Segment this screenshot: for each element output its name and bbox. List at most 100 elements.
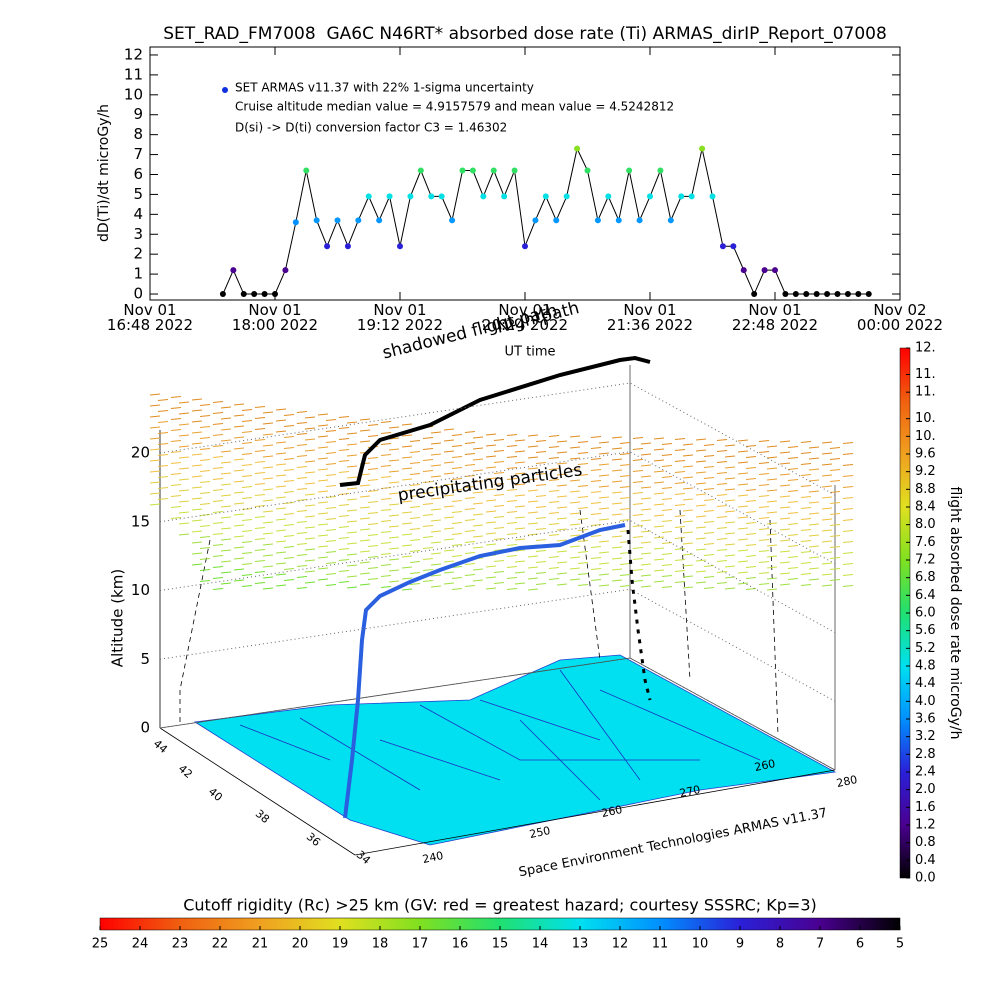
particle-dash (241, 541, 253, 543)
particle-dash (191, 398, 203, 401)
y-tick-label: 7 (133, 145, 143, 163)
particle-dash (800, 584, 812, 586)
particle-dash (178, 434, 190, 437)
particle-dash (451, 445, 463, 447)
particle-dash (640, 464, 652, 467)
particle-dash (716, 516, 728, 518)
particle-dash (590, 557, 602, 559)
particle-dash (380, 443, 392, 445)
particle-dash (275, 474, 287, 477)
point (324, 243, 331, 250)
particle-dash (170, 506, 182, 508)
particle-dash (556, 528, 568, 531)
point (240, 291, 247, 298)
particle-dash (199, 404, 211, 406)
particle-dash (464, 530, 476, 532)
particle-dash (199, 459, 211, 461)
particle-dash (199, 503, 211, 505)
particle-dash (409, 572, 421, 574)
particle-dash (220, 505, 232, 508)
particle-dash (296, 532, 308, 534)
particle-dash (653, 558, 665, 561)
particle-dash (296, 521, 308, 523)
lat-tick-label: 36 (304, 830, 323, 849)
particle-dash (590, 436, 602, 438)
particle-dash (199, 481, 211, 483)
colorbar-tick-label: 4.4 (915, 676, 936, 691)
particle-dash (745, 533, 757, 535)
particle-dash (422, 437, 434, 439)
particle-dash (632, 536, 644, 538)
particle-dash (674, 471, 686, 473)
particle-dash (380, 509, 392, 511)
particle-dash (199, 448, 211, 450)
particle-dash (472, 480, 484, 483)
point (657, 167, 664, 174)
particle-dash (296, 510, 308, 512)
particle-dash (325, 485, 337, 487)
particle-dash (661, 520, 673, 522)
particle-dash (829, 557, 841, 559)
particle-dash (535, 550, 547, 552)
particle-dash (262, 565, 274, 568)
lat-axis (159, 727, 356, 856)
particle-dash (409, 440, 421, 442)
particle-dash (325, 430, 337, 432)
particle-dash (535, 440, 547, 442)
particle-dash (779, 550, 791, 553)
particle-dash (514, 571, 526, 574)
particle-dash (577, 540, 589, 542)
particle-dash (262, 587, 274, 590)
particle-dash (758, 462, 770, 464)
particle-dash (275, 507, 287, 510)
particle-dash (632, 514, 644, 516)
colorbar-2-tick-label: 15 (492, 937, 509, 952)
point (407, 193, 414, 200)
particle-dash (800, 529, 812, 531)
particle-dash (191, 409, 203, 412)
particle-dash (283, 425, 295, 427)
colorbar-tick-label: 8.4 (915, 500, 936, 515)
particle-dash (703, 521, 715, 523)
particle-dash (212, 577, 224, 579)
y-tick-label: 4 (133, 205, 143, 223)
particle-dash (653, 481, 665, 484)
particle-dash (682, 542, 694, 545)
particle-dash (464, 519, 476, 521)
particle-dash (325, 463, 337, 465)
particle-dash (724, 477, 736, 480)
z-axis-label: Altitude (km) (109, 569, 127, 667)
particle-dash (401, 423, 413, 426)
particle-dash (745, 478, 757, 480)
particle-dash (430, 508, 442, 511)
particle-dash (703, 543, 715, 545)
particle-dash (493, 560, 505, 562)
particle-dash (233, 502, 245, 505)
particle-dash (149, 470, 161, 473)
particle-dash (556, 572, 568, 575)
particle-dash (464, 541, 476, 543)
particle-dash (283, 546, 295, 548)
particle-dash (695, 570, 707, 573)
particle-dash (443, 549, 455, 552)
particle-dash (233, 491, 245, 494)
particle-dash (212, 533, 224, 535)
line (222, 147, 869, 296)
particle-dash (367, 523, 379, 525)
particle-dash (233, 469, 245, 472)
particle-dash (338, 449, 350, 451)
colorbar-2-tick-label: 18 (372, 937, 389, 952)
particle-dash (254, 505, 266, 507)
particle-dash (380, 553, 392, 555)
particle-dash (149, 448, 161, 451)
point (584, 167, 591, 174)
particle-dash (745, 511, 757, 513)
legend-label: SET ARMAS v11.37 with 22% 1-sigma uncert… (235, 81, 534, 95)
particle-dash (262, 411, 274, 414)
particle-dash (212, 467, 224, 469)
particle-dash (275, 485, 287, 488)
lon-tick-label: 240 (421, 849, 444, 866)
particle-dash (485, 433, 497, 436)
particle-dash (808, 501, 820, 504)
particle-dash (241, 420, 253, 422)
